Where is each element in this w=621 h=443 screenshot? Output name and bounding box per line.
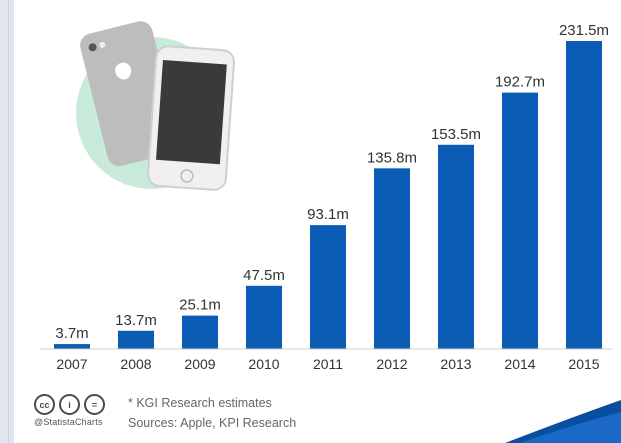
bar-2010 bbox=[246, 285, 282, 349]
bar-2009 bbox=[182, 315, 218, 349]
x-tick-label-2013: 2013 bbox=[440, 356, 471, 372]
bar-2015 bbox=[566, 41, 602, 349]
bar-2011 bbox=[310, 225, 346, 349]
iphone-front-icon bbox=[147, 45, 235, 191]
person-icon: i bbox=[59, 394, 80, 415]
value-label-2011: 93.1m bbox=[307, 206, 349, 223]
x-tick-label-2009: 2009 bbox=[184, 356, 215, 372]
license-icons: cc i = bbox=[34, 394, 105, 415]
value-label-2012: 135.8m bbox=[367, 149, 417, 166]
x-tick-label-2014: 2014 bbox=[504, 356, 535, 372]
bar-2013 bbox=[438, 144, 474, 349]
value-label-2010: 47.5m bbox=[243, 267, 285, 284]
footnote: * KGI Research estimates bbox=[128, 396, 272, 410]
bar-2012 bbox=[374, 168, 410, 349]
x-tick-label-2008: 2008 bbox=[120, 356, 151, 372]
cc-icon: cc bbox=[34, 394, 55, 415]
brand-label: @StatistaCharts bbox=[34, 417, 103, 427]
bar-2008 bbox=[118, 330, 154, 349]
value-label-2013: 153.5m bbox=[431, 126, 481, 143]
iphone-illustration bbox=[76, 21, 235, 191]
bar-2014 bbox=[502, 92, 538, 350]
x-tick-label-2010: 2010 bbox=[248, 356, 279, 372]
x-tick-label-2011: 2011 bbox=[313, 356, 343, 372]
value-label-2007: 3.7m bbox=[55, 325, 88, 342]
value-label-2014: 192.7m bbox=[495, 74, 545, 91]
source-line: Sources: Apple, KPI Research bbox=[128, 416, 297, 430]
x-tick-label-2007: 2007 bbox=[56, 356, 87, 372]
x-tick-label-2012: 2012 bbox=[376, 356, 407, 372]
value-label-2008: 13.7m bbox=[115, 312, 157, 329]
bar-2007 bbox=[54, 344, 90, 349]
value-label-2009: 25.1m bbox=[179, 297, 221, 314]
left-edge-strip bbox=[0, 0, 14, 443]
equals-icon: = bbox=[84, 394, 105, 415]
x-tick-label-2015: 2015 bbox=[568, 356, 599, 372]
value-label-2015: 231.5m bbox=[559, 22, 609, 39]
